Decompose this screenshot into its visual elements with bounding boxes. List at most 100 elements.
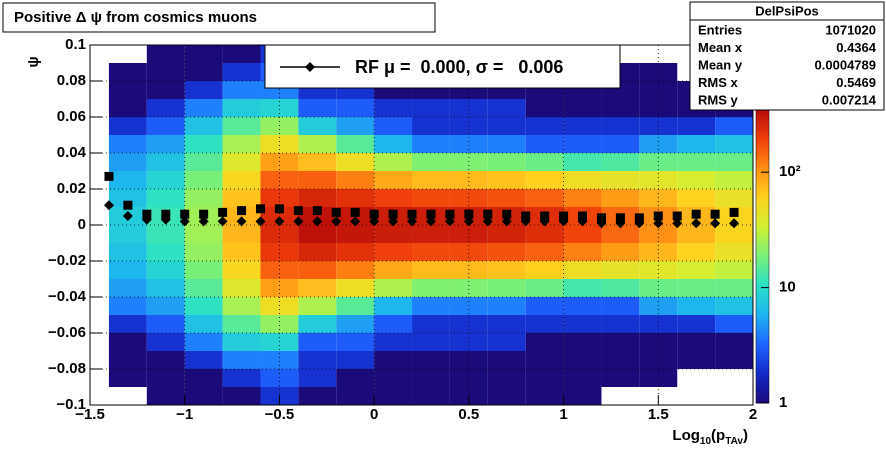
square-marker — [312, 206, 322, 216]
colorbar-label: 10 — [779, 279, 796, 296]
y-axis-label: ψ — [25, 56, 42, 67]
heat-cell — [412, 243, 450, 261]
colorbar-step — [756, 289, 769, 293]
colorbar-step — [756, 277, 769, 281]
colorbar-step — [756, 307, 769, 311]
heat-cell — [487, 387, 526, 405]
square-marker — [350, 207, 360, 217]
diamond-marker — [501, 216, 512, 227]
heat-cell — [449, 135, 488, 153]
colorbar-step — [756, 304, 769, 308]
colorbar-step — [756, 400, 769, 404]
diamond-marker — [141, 214, 152, 225]
heat-cell — [639, 243, 678, 261]
heat-cell — [487, 117, 526, 135]
diamond-marker — [558, 216, 569, 227]
colorbar-step — [756, 162, 769, 166]
stats-title: DelPsiPos — [755, 3, 819, 18]
heat-cell — [146, 369, 185, 387]
colorbar-step — [756, 363, 769, 367]
stats-key: Mean y — [698, 57, 743, 72]
heat-cell — [336, 279, 375, 297]
heat-cell — [146, 63, 185, 81]
square-marker — [218, 207, 228, 217]
colorbar-step — [756, 393, 769, 397]
heat-cell — [677, 297, 716, 315]
heat-cell — [563, 297, 602, 315]
colorbar-step — [756, 198, 769, 202]
diamond-marker — [482, 216, 493, 227]
heat-cell — [298, 171, 337, 189]
colorbar-step — [756, 228, 769, 232]
y-tick-label: −0.02 — [48, 252, 86, 269]
x-tick-label: 2 — [749, 406, 757, 423]
colorbar-step — [756, 125, 769, 129]
colorbar-step — [756, 373, 769, 377]
colorbar-step — [756, 282, 769, 286]
colorbar-step — [756, 194, 769, 197]
colorbar-step — [756, 191, 769, 195]
diamond-marker — [217, 216, 228, 227]
colorbar-step — [756, 353, 769, 357]
colorbar-step — [756, 152, 769, 156]
heat-cell — [374, 117, 413, 135]
heat-cell — [108, 333, 147, 351]
heat-cell — [525, 387, 564, 405]
colorbar-step — [756, 248, 769, 252]
colorbar-step — [756, 211, 769, 215]
heat-cell — [487, 243, 526, 261]
heat-cell — [601, 189, 640, 207]
heat-cell — [525, 261, 564, 279]
colorbar-step — [756, 154, 769, 158]
stats-value: 0.0004789 — [815, 57, 876, 72]
heat-cell — [715, 297, 753, 315]
heat-cell — [563, 153, 602, 171]
heat-cell — [336, 225, 375, 243]
square-marker — [369, 209, 379, 219]
heat-cell — [715, 153, 753, 171]
colorbar-step — [756, 208, 769, 212]
colorbar-step — [756, 326, 769, 330]
diamond-marker — [520, 216, 531, 227]
heat-cell — [374, 135, 413, 153]
heat-cell — [563, 261, 602, 279]
heat-cell — [184, 189, 223, 207]
colorbar-step — [756, 285, 769, 288]
heat-cell — [336, 297, 375, 315]
colorbar-step — [756, 157, 769, 161]
heat-cell — [260, 207, 299, 225]
colorbar-step — [756, 171, 769, 175]
heat-cell — [108, 99, 147, 117]
colorbar-step — [756, 235, 769, 239]
heat-cell — [412, 135, 450, 153]
diamond-marker — [160, 214, 171, 225]
heat-cell — [639, 315, 678, 333]
heat-cell — [563, 333, 602, 351]
heat-cell — [108, 369, 147, 387]
stats-key: RMS y — [698, 92, 739, 107]
heat-cell — [222, 171, 261, 189]
diamond-marker — [577, 216, 588, 227]
square-marker — [521, 211, 531, 221]
heat-cell — [222, 63, 261, 81]
heat-cell — [412, 153, 450, 171]
diamond-marker — [729, 218, 740, 229]
heat-cell — [601, 315, 640, 333]
colorbar-step — [756, 361, 769, 365]
colorbar-step — [756, 216, 769, 220]
heat-cell — [260, 99, 299, 117]
heat-cell — [601, 369, 640, 387]
diamond-marker — [615, 218, 626, 229]
title-box — [2, 2, 436, 33]
colorbar-step — [756, 181, 769, 185]
y-tick-label: −0.1 — [56, 396, 86, 413]
heat-cell — [336, 171, 375, 189]
diamond-marker — [331, 216, 342, 227]
heat-cell — [336, 189, 375, 207]
heat-cell — [601, 279, 640, 297]
heat-cell — [184, 117, 223, 135]
colorbar-step — [756, 319, 769, 323]
colorbar-step — [756, 385, 769, 389]
heat-cell — [374, 99, 413, 117]
colorbar-step — [756, 316, 769, 320]
